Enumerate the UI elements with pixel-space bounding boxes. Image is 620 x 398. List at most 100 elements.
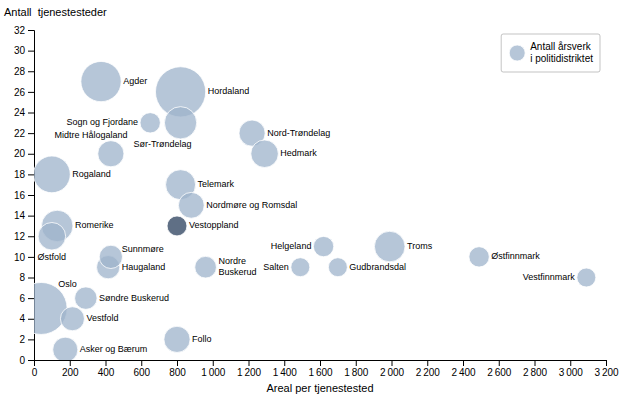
bubble (53, 337, 78, 360)
point-label: Asker og Bærum (80, 344, 148, 354)
x-tick-label: 2 800 (523, 367, 548, 378)
y-tick-label: 30 (14, 45, 26, 56)
x-tick: 1 600 (308, 360, 333, 378)
x-tick-mark (535, 360, 536, 366)
point-label-line: Nordre (218, 256, 246, 266)
x-tick-label: 2 400 (451, 367, 476, 378)
y-tick-mark (28, 92, 34, 93)
x-tick-mark (320, 360, 321, 366)
y-tick-mark (28, 174, 34, 175)
point-label: Gudbrandsdal (349, 262, 406, 272)
y-tick: 32 (14, 25, 34, 36)
y-tick-label: 20 (14, 148, 26, 159)
y-tick: 6 (19, 293, 34, 304)
x-tick-label: 1 800 (344, 367, 369, 378)
point-label-line: Sør-Trøndelag (133, 139, 191, 149)
y-tick: 4 (19, 313, 34, 324)
point-label: Salten (263, 262, 289, 272)
y-tick: 26 (14, 87, 34, 98)
point-label: Romerike (75, 220, 114, 230)
y-tick: 16 (14, 190, 34, 201)
point-label-group: Østfinnmark (491, 251, 540, 261)
x-tick-mark (356, 360, 357, 366)
x-tick: 0 (32, 360, 38, 378)
x-tick-label: 600 (133, 367, 150, 378)
point-label-group: Romerike (75, 220, 114, 230)
point-label-line: Follo (192, 334, 212, 344)
chart: 02004006008001 0001 2001 4001 6001 8002 … (0, 0, 620, 398)
bubble (577, 268, 596, 287)
y-tick-label: 14 (14, 210, 26, 221)
plot: 02004006008001 0001 2001 4001 6001 8002 … (14, 25, 619, 378)
bubble (313, 236, 333, 256)
y-tick-label: 26 (14, 87, 26, 98)
legend-marker (509, 45, 525, 61)
x-tick: 200 (62, 360, 79, 378)
point-label-group: Sunnmøre (122, 244, 164, 254)
point-label-line: Salten (263, 262, 289, 272)
y-tick-mark (28, 360, 34, 361)
x-tick-mark (141, 360, 142, 366)
point-label: Østfinnmark (491, 251, 540, 261)
x-tick-label: 1 400 (273, 367, 298, 378)
bubble (98, 141, 124, 167)
bubble (178, 192, 204, 218)
x-tick-label: 3 200 (594, 367, 619, 378)
y-tick-label: 28 (14, 66, 26, 77)
point-label-group: Salten (263, 262, 289, 272)
y-tick-label: 12 (14, 231, 26, 242)
point-label-line: Romerike (75, 220, 114, 230)
x-tick-label: 2 200 (416, 367, 441, 378)
point-label-group: Asker og Bærum (80, 344, 148, 354)
y-tick-mark (28, 30, 34, 31)
x-tick-mark (70, 360, 71, 366)
x-axis-line (35, 361, 607, 367)
bubble (38, 222, 66, 250)
x-tick-label: 1 600 (308, 367, 333, 378)
x-tick-label: 3 000 (559, 367, 584, 378)
point-label: Nordmøre og Romsdal (206, 200, 297, 210)
point-label: Follo (192, 334, 212, 344)
point-label: Sogn og Fjordane (66, 117, 138, 127)
bubble (75, 287, 97, 309)
legend-label-line: i politidistriktet (530, 53, 593, 64)
y-tick-mark (28, 195, 34, 196)
point-label: Søndre Buskerud (99, 293, 169, 303)
point-label-group: Sør-Trøndelag (133, 139, 191, 149)
point-label-group: Nordmøre og Romsdal (206, 200, 297, 210)
point-label: Troms (407, 241, 433, 251)
bubbles (34, 61, 596, 360)
point-label: Midtre Hålogaland (55, 130, 128, 140)
bubble (81, 61, 121, 101)
point-label-line: Agder (123, 76, 147, 86)
y-axis-title: Antall tjenestesteder (4, 6, 107, 18)
x-tick-mark (177, 360, 178, 366)
x-tick-mark (392, 360, 393, 366)
point-label-group: Hordaland (208, 86, 250, 96)
y-tick-mark (28, 339, 34, 340)
y-tick-mark (28, 71, 34, 72)
point-label: Vestoppland (189, 220, 239, 230)
bubble (167, 216, 187, 236)
point-label-group: Agder (123, 76, 147, 86)
point-label-line: Rogaland (72, 169, 111, 179)
legend-box (501, 34, 600, 72)
x-tick-label: 800 (169, 367, 186, 378)
y-tick: 12 (14, 231, 34, 242)
point-label-group: Oslo (58, 279, 77, 289)
point-label: Sør-Trøndelag (133, 139, 191, 149)
bubble (328, 258, 347, 277)
point-label-group: Telemark (198, 179, 235, 189)
x-tick-label: 2 600 (487, 367, 512, 378)
point-label: NordreBuskerud (218, 256, 256, 276)
x-tick-mark (284, 360, 285, 366)
y-tick: 0 (19, 355, 34, 366)
point-label: Telemark (198, 179, 235, 189)
point-label: Vestfold (86, 313, 118, 323)
y-tick-mark (28, 278, 34, 279)
point-label-line: Vestoppland (189, 220, 239, 230)
bubble (164, 326, 190, 352)
y-tick-label: 4 (19, 313, 25, 324)
bubble (60, 307, 84, 331)
point-label-group: Troms (407, 241, 433, 251)
